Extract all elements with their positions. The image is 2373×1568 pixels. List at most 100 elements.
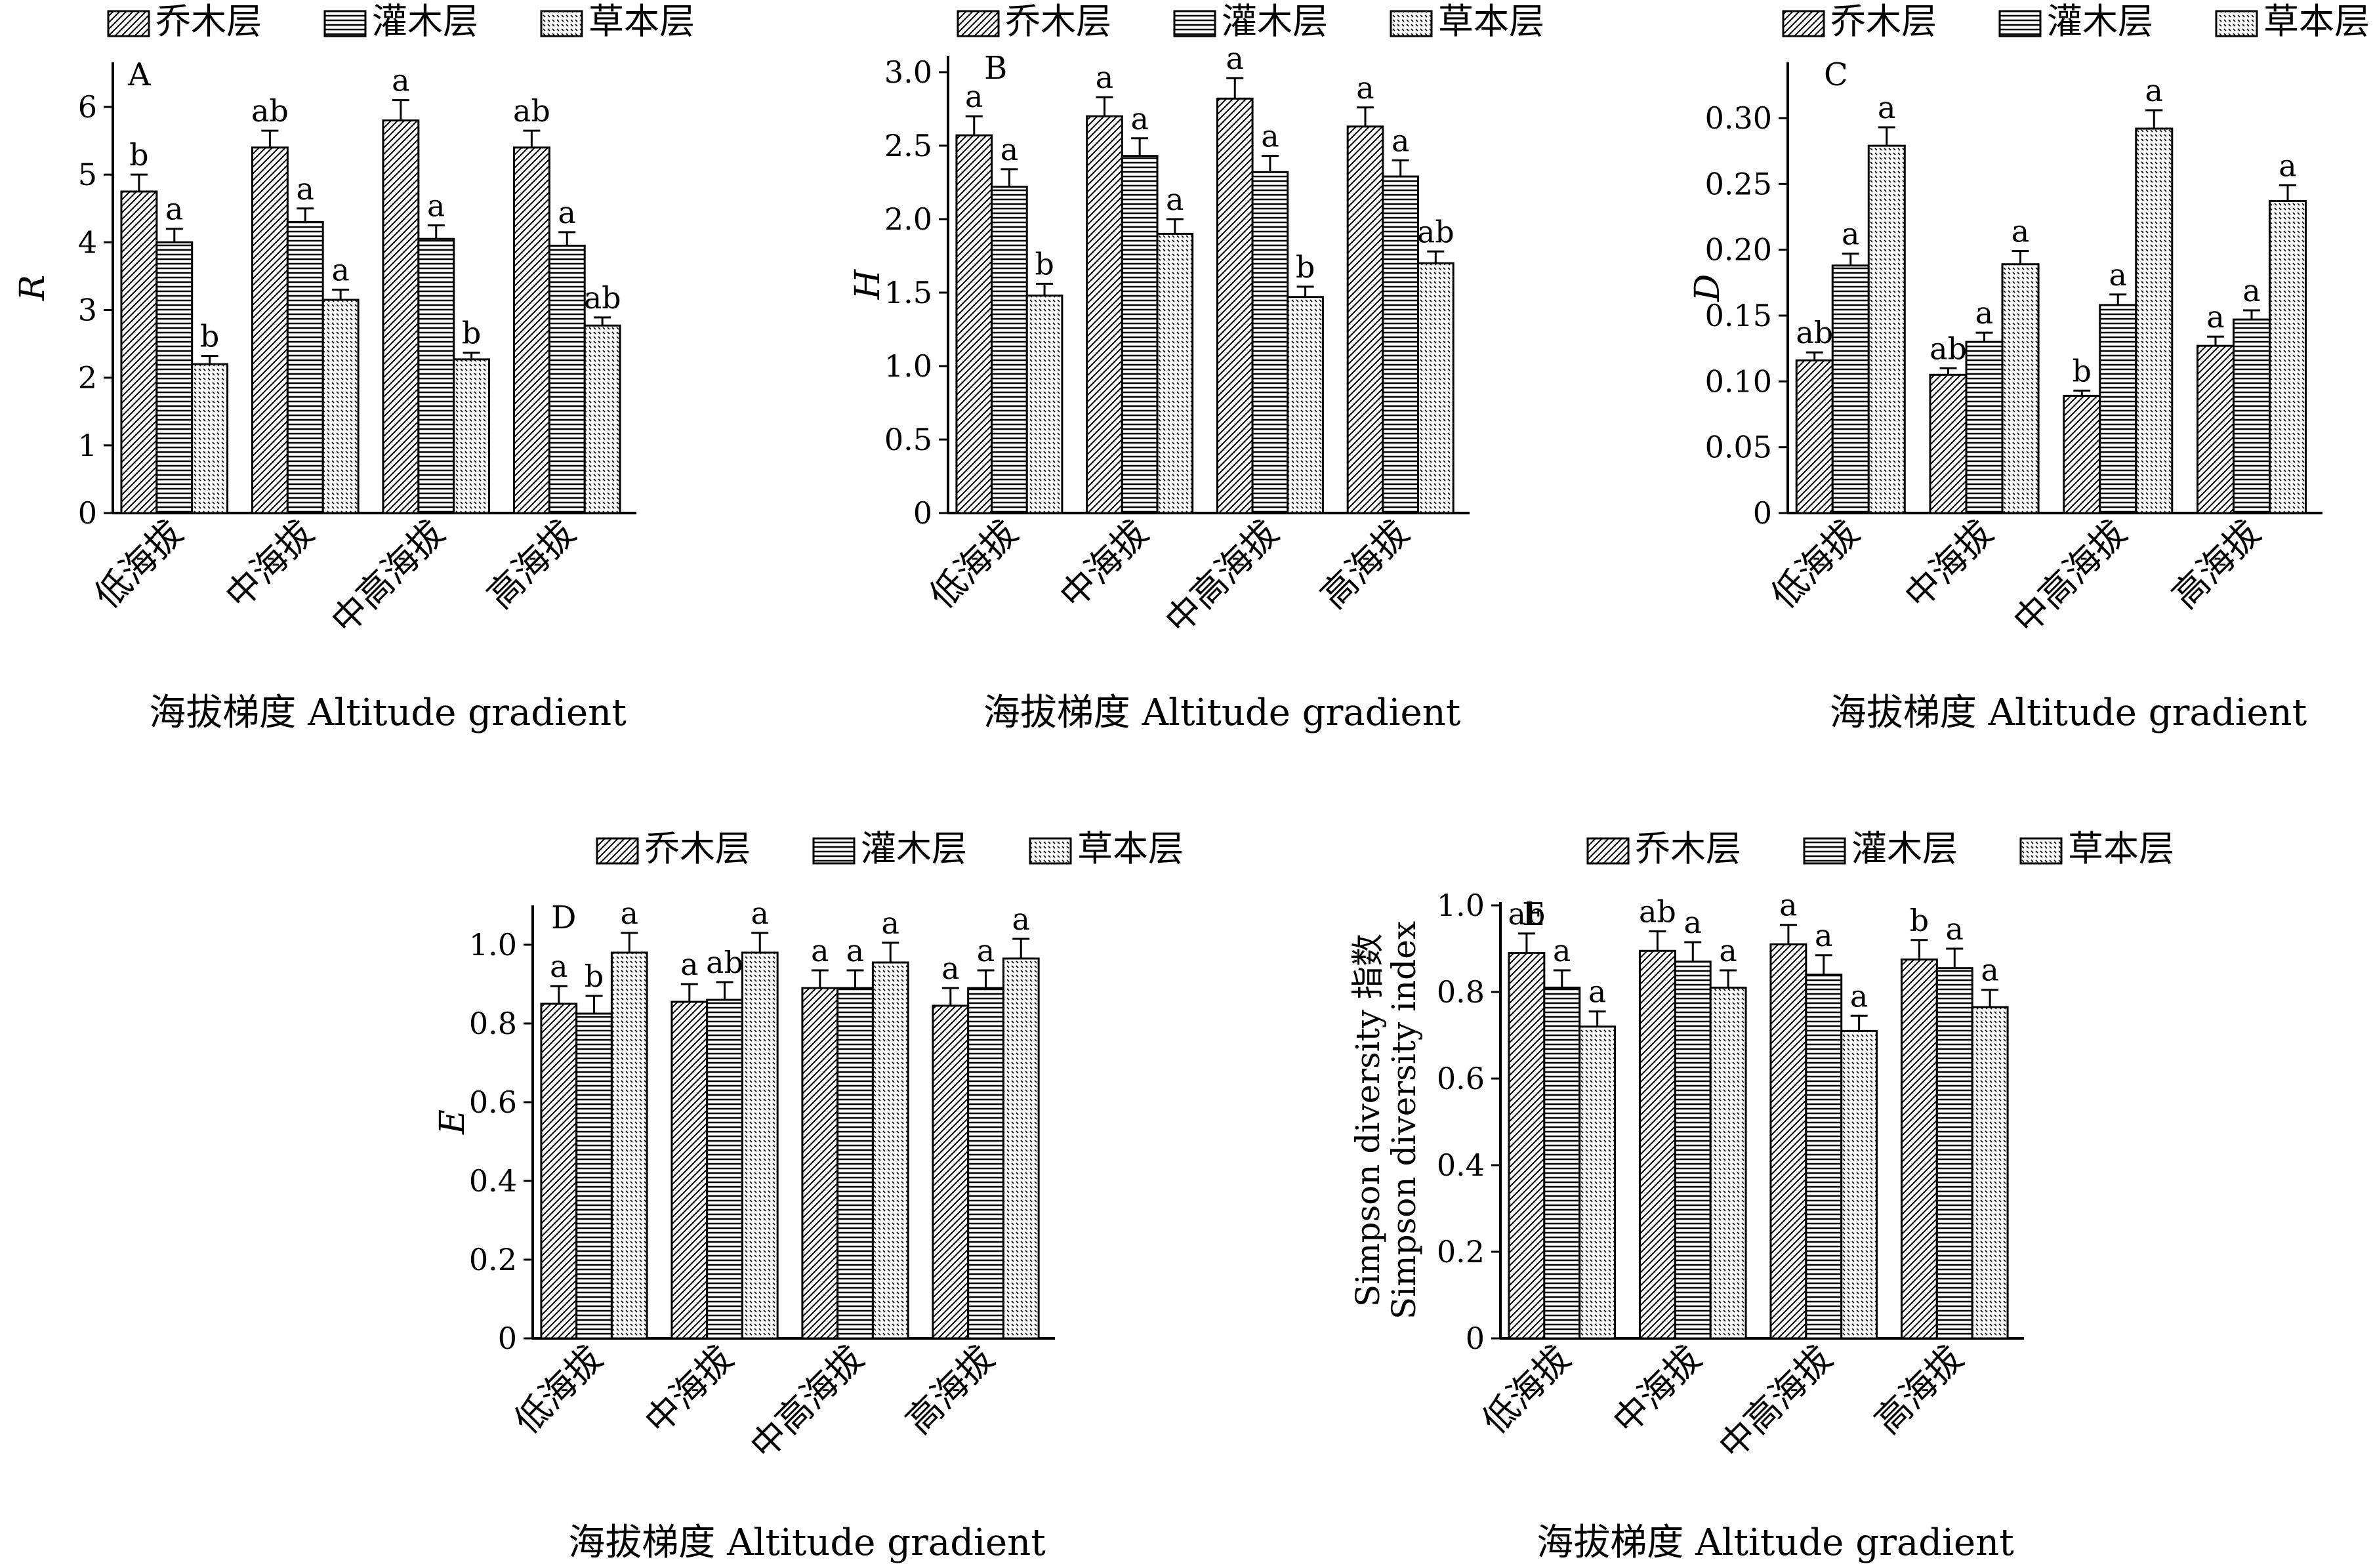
x-axis-label: 海拔梯度 Altitude gradient bbox=[149, 691, 627, 734]
x-category-label: 高海拔 bbox=[1867, 1338, 1971, 1442]
x-category-label: 中海拔 bbox=[1052, 512, 1156, 617]
legend-swatch bbox=[1390, 10, 1433, 37]
x-category-label: 中海拔 bbox=[1605, 1338, 1709, 1442]
bar bbox=[1769, 943, 1807, 1340]
legend-swatch bbox=[1029, 837, 1072, 865]
x-category-label: 高海拔 bbox=[898, 1338, 1002, 1442]
significance-letter: a bbox=[1588, 974, 1606, 1010]
bar bbox=[1251, 171, 1289, 514]
legend-label: 灌木层 bbox=[1222, 1, 1328, 42]
significance-letter: a bbox=[1981, 953, 1998, 988]
legend-label: 草本层 bbox=[2263, 1, 2370, 42]
bar bbox=[610, 951, 648, 1340]
significance-letter: a bbox=[2109, 257, 2127, 293]
significance-letter: b bbox=[1035, 247, 1054, 282]
bar bbox=[1382, 175, 1419, 514]
significance-letter: a bbox=[2145, 73, 2163, 108]
significance-letter: a bbox=[2012, 214, 2029, 249]
y-axis-label-2: Simpson diversity index bbox=[1385, 921, 1423, 1319]
y-tick-label: 0.10 bbox=[1705, 363, 1772, 399]
panel-letter: E bbox=[1522, 896, 1545, 933]
x-category-label: 中高海拔 bbox=[323, 512, 453, 642]
legend-label: 乔木层 bbox=[1635, 828, 1741, 869]
x-category-label: 中海拔 bbox=[1897, 512, 2001, 617]
legend-label: 草本层 bbox=[2068, 828, 2174, 869]
legend-label: 乔木层 bbox=[1005, 1, 1111, 42]
bar bbox=[671, 1001, 709, 1340]
significance-letter: ab bbox=[706, 945, 743, 980]
bar bbox=[991, 186, 1028, 514]
y-tick-label: 0.2 bbox=[1437, 1234, 1485, 1269]
x-category-label: 中海拔 bbox=[637, 1338, 741, 1442]
significance-letter: b bbox=[462, 315, 481, 350]
panel-letter: D bbox=[551, 899, 576, 936]
significance-letter: a bbox=[977, 933, 995, 968]
significance-letter: a bbox=[1012, 901, 1030, 937]
bar bbox=[1121, 155, 1159, 514]
bar bbox=[1543, 986, 1581, 1340]
y-tick-label: 0.8 bbox=[1437, 974, 1485, 1010]
significance-letter: a bbox=[558, 195, 576, 230]
significance-letter: ab bbox=[1508, 896, 1545, 932]
legend-label: 灌木层 bbox=[1851, 828, 1958, 869]
y-axis-label: D bbox=[1688, 274, 1727, 302]
x-axis-label: 海拔梯度 Altitude gradient bbox=[1830, 691, 2307, 734]
significance-letter: ab bbox=[1417, 214, 1455, 249]
bar bbox=[286, 220, 324, 514]
significance-letter: a bbox=[1130, 101, 1148, 136]
significance-letter: a bbox=[1815, 918, 1832, 953]
bar bbox=[2269, 199, 2307, 514]
x-category-label: 低海拔 bbox=[506, 1338, 611, 1442]
y-tick-label: 1.5 bbox=[884, 275, 932, 310]
legend-swatch bbox=[812, 837, 856, 865]
bar bbox=[583, 324, 621, 514]
y-tick-label: 3.0 bbox=[884, 54, 932, 90]
significance-letter: a bbox=[1096, 60, 1113, 95]
y-tick-label: 0 bbox=[78, 495, 97, 531]
bar bbox=[251, 146, 289, 514]
bar bbox=[955, 134, 993, 514]
panel-letter: A bbox=[127, 56, 152, 93]
legend-swatch bbox=[1998, 10, 2042, 37]
y-tick-label: 0.25 bbox=[1705, 166, 1772, 201]
legend-label: 灌木层 bbox=[372, 1, 478, 42]
bar bbox=[1025, 294, 1063, 514]
y-tick-label: 0.20 bbox=[1705, 232, 1772, 268]
bar bbox=[1867, 144, 1906, 514]
significance-letter: a bbox=[2206, 299, 2224, 335]
significance-letter: a bbox=[965, 79, 983, 114]
significance-letter: a bbox=[1850, 978, 1868, 1014]
legend-swatch bbox=[1173, 10, 1216, 37]
panel-letter: B bbox=[984, 50, 1007, 87]
significance-letter: b bbox=[200, 319, 219, 354]
legend-label: 乔木层 bbox=[155, 1, 262, 42]
legend-label: 灌木层 bbox=[2047, 1, 2153, 42]
bar bbox=[417, 237, 455, 514]
bar bbox=[1674, 960, 1712, 1340]
significance-letter: a bbox=[392, 63, 409, 98]
y-tick-label: 6 bbox=[78, 89, 97, 125]
significance-letter: a bbox=[1226, 41, 1244, 76]
significance-letter: a bbox=[1261, 119, 1279, 154]
bar bbox=[382, 119, 420, 514]
bar bbox=[1795, 359, 1834, 514]
significance-letter: b bbox=[2073, 353, 2092, 388]
y-tick-label: 4 bbox=[78, 224, 97, 260]
bar bbox=[321, 299, 360, 514]
bar bbox=[1971, 1006, 2009, 1340]
y-tick-label: 1 bbox=[78, 428, 97, 463]
x-axis-label: 海拔梯度 Altitude gradient bbox=[1537, 1521, 2014, 1564]
significance-letter: a bbox=[331, 253, 349, 288]
bar bbox=[1579, 1025, 1617, 1340]
y-tick-label: 1.0 bbox=[884, 348, 932, 384]
y-axis-label: H bbox=[848, 268, 888, 300]
significance-letter: a bbox=[1166, 182, 1184, 217]
significance-letter: b bbox=[1910, 903, 1929, 938]
x-axis-label: 海拔梯度 Altitude gradient bbox=[983, 691, 1461, 734]
bar bbox=[1287, 296, 1324, 514]
y-axis-label: E bbox=[433, 1109, 472, 1135]
y-tick-label: 0 bbox=[1466, 1321, 1485, 1356]
y-tick-label: 0.4 bbox=[469, 1163, 517, 1199]
legend-swatch bbox=[107, 10, 150, 37]
